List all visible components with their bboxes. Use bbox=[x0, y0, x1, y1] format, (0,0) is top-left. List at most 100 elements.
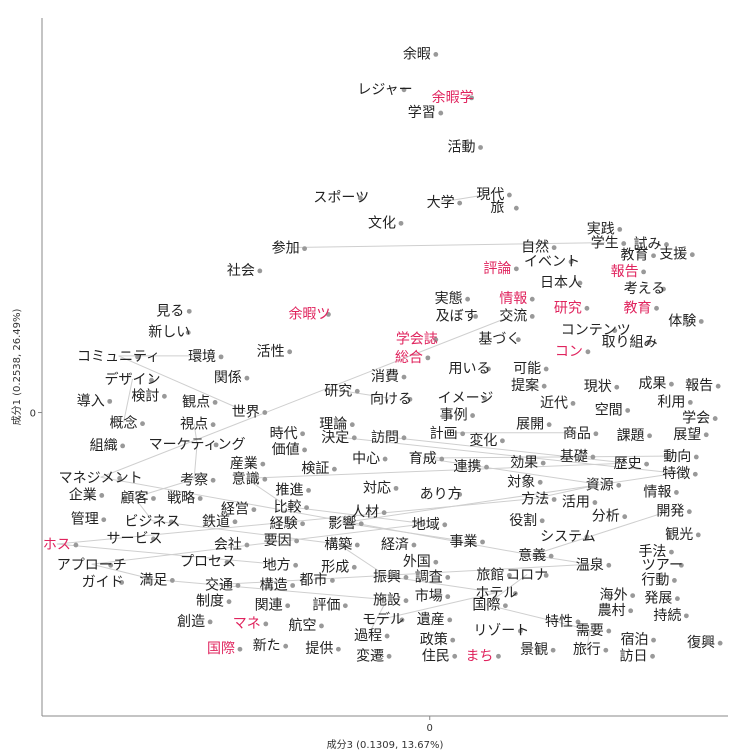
point-label: 空間 bbox=[595, 402, 623, 418]
scatter-point bbox=[517, 628, 523, 634]
point-label: 関連 bbox=[255, 598, 283, 614]
point-label: コミュニティ bbox=[77, 349, 160, 365]
scatter-point bbox=[381, 510, 387, 516]
point-label: 遺産 bbox=[417, 612, 445, 628]
scatter-point bbox=[664, 242, 669, 247]
network-edge bbox=[337, 543, 388, 577]
scatter-point bbox=[543, 366, 549, 372]
scatter-point bbox=[496, 653, 501, 659]
network-edge bbox=[422, 455, 678, 459]
network-edge bbox=[100, 314, 514, 478]
point-label: 実践 bbox=[587, 221, 615, 237]
point-layer bbox=[73, 52, 723, 659]
scatter-point bbox=[302, 246, 307, 252]
point-label: 概念 bbox=[110, 415, 138, 432]
scatter-point bbox=[593, 431, 599, 437]
point-label: リゾート bbox=[473, 623, 529, 639]
point-label: 体験 bbox=[668, 313, 696, 329]
scatter-point bbox=[473, 314, 478, 319]
network-edge bbox=[382, 592, 497, 620]
scatter-point bbox=[543, 572, 549, 578]
scatter-point bbox=[304, 505, 309, 510]
scatter-point bbox=[237, 646, 243, 652]
point-label: 訪問 bbox=[371, 430, 399, 446]
point-label: 提案 bbox=[511, 377, 539, 394]
point-label: システム bbox=[540, 529, 596, 545]
point-label: 景観 bbox=[520, 641, 548, 658]
scatter-point bbox=[302, 447, 307, 453]
network-edge bbox=[531, 510, 671, 556]
scatter-point bbox=[512, 591, 518, 596]
network-edge bbox=[532, 554, 590, 565]
scatter-point bbox=[692, 471, 698, 477]
scatter-point bbox=[687, 399, 693, 405]
point-label: レジャー bbox=[357, 82, 412, 98]
scatter-point bbox=[251, 507, 257, 513]
scatter-point bbox=[683, 613, 689, 619]
y-axis-title: 成分1 (0.2538, 26.49%) bbox=[11, 308, 23, 425]
point-label: 変遷 bbox=[356, 647, 384, 664]
scatter-point bbox=[603, 647, 609, 653]
point-label: 文化 bbox=[368, 215, 396, 231]
scatter-point bbox=[606, 628, 612, 634]
scatter-point bbox=[570, 401, 576, 406]
point-label: ホテル bbox=[475, 586, 517, 602]
point-label: マーケティング bbox=[149, 437, 246, 453]
scatter-point bbox=[73, 542, 79, 548]
scatter-point bbox=[452, 653, 458, 659]
scatter-point bbox=[151, 536, 156, 542]
point-label: 日本人 bbox=[540, 275, 582, 291]
scatter-point bbox=[469, 95, 475, 101]
point-label: 過程 bbox=[354, 628, 382, 644]
point-label: まち bbox=[465, 648, 493, 664]
network-edge bbox=[152, 520, 339, 545]
scatter-point bbox=[411, 542, 417, 548]
scatter-point bbox=[107, 398, 113, 404]
scatter-point bbox=[606, 562, 612, 568]
point-label: サービス bbox=[106, 531, 162, 547]
scatter-point bbox=[450, 637, 456, 643]
point-label: 需要 bbox=[576, 623, 604, 639]
point-label: 大学 bbox=[427, 195, 455, 211]
point-label: イベント bbox=[524, 254, 580, 270]
scatter-point bbox=[480, 539, 485, 545]
scatter-point bbox=[445, 594, 451, 600]
point-label: コロナ bbox=[506, 567, 548, 583]
scatter-point bbox=[168, 519, 174, 525]
scatter-point bbox=[622, 514, 628, 520]
scatter-point bbox=[442, 522, 448, 528]
point-label: 研究 bbox=[554, 300, 582, 316]
scatter-point bbox=[169, 578, 175, 583]
scatter-point bbox=[425, 355, 431, 361]
point-label: スポーツ bbox=[313, 190, 369, 206]
point-label: 行動 bbox=[641, 572, 669, 588]
scatter-point bbox=[546, 422, 552, 428]
point-label: 活動 bbox=[448, 139, 476, 155]
scatter-point bbox=[319, 623, 324, 629]
point-label: 利用 bbox=[657, 394, 685, 410]
point-label: 交流 bbox=[499, 307, 527, 324]
point-label: 市場 bbox=[415, 588, 443, 605]
point-label: 旅館 bbox=[476, 566, 504, 583]
point-label: モデル bbox=[362, 611, 404, 628]
scatter-point bbox=[630, 593, 636, 599]
point-label: 自然 bbox=[521, 239, 549, 256]
network-edge bbox=[535, 483, 600, 499]
point-label: 近代 bbox=[540, 395, 568, 411]
point-label: マネジメント bbox=[59, 470, 143, 486]
scatter-point bbox=[616, 482, 622, 488]
point-label: 訪日 bbox=[620, 648, 648, 664]
scatter-point bbox=[478, 145, 483, 150]
scatter-point bbox=[300, 521, 305, 527]
point-label: 試み bbox=[633, 237, 661, 253]
point-label: 意識 bbox=[232, 470, 260, 487]
point-label: 視点 bbox=[180, 417, 208, 433]
scatter-point bbox=[503, 603, 508, 609]
point-label: 導入 bbox=[77, 393, 105, 409]
point-label: 農村 bbox=[598, 603, 626, 619]
network-edge bbox=[486, 573, 528, 606]
scatter-point bbox=[108, 562, 114, 568]
point-label: 産業 bbox=[230, 456, 258, 472]
scatter-point bbox=[614, 384, 620, 390]
scatter-point bbox=[186, 308, 192, 314]
